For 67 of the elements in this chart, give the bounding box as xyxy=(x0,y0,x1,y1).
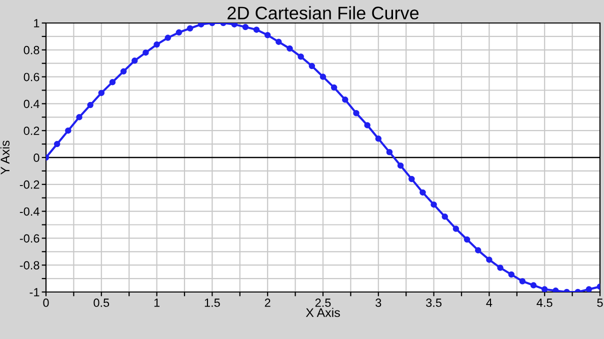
point xyxy=(186,25,194,32)
point xyxy=(286,45,293,52)
y-axis-title: Y Axis xyxy=(0,140,10,174)
x-tick-label: 2 xyxy=(264,298,270,307)
y-tick-label: -0.2 xyxy=(20,180,40,189)
point xyxy=(330,84,338,91)
point xyxy=(342,96,348,103)
point xyxy=(397,162,404,169)
point xyxy=(464,236,470,243)
point xyxy=(76,114,82,120)
point xyxy=(154,41,160,48)
y-tick-label: -1 xyxy=(30,288,40,296)
point xyxy=(519,278,526,284)
point xyxy=(242,24,249,30)
x-tick-label: 3.5 xyxy=(426,298,442,307)
point xyxy=(497,264,504,271)
x-tick-label: 0.5 xyxy=(94,298,110,307)
point xyxy=(420,189,426,196)
point xyxy=(65,127,72,134)
point xyxy=(508,271,514,278)
x-tick-label: 3 xyxy=(376,298,382,307)
point xyxy=(530,282,537,288)
x-tick-label: 1 xyxy=(154,298,160,307)
point xyxy=(430,201,437,208)
point xyxy=(264,32,271,38)
point xyxy=(364,122,370,128)
x-axis-title: X Axis xyxy=(306,308,340,318)
point xyxy=(474,247,482,254)
y-tick-label: 1 xyxy=(34,19,40,28)
point xyxy=(132,58,138,64)
point xyxy=(54,140,60,148)
point xyxy=(386,148,393,156)
point xyxy=(486,256,492,263)
point xyxy=(176,29,182,36)
y-tick-label: 0 xyxy=(34,154,40,162)
point xyxy=(164,34,172,41)
x-tick-label: 1.5 xyxy=(204,298,220,307)
point xyxy=(308,62,316,70)
point xyxy=(298,54,304,60)
y-tick-label: -0.8 xyxy=(20,261,40,270)
point xyxy=(142,49,149,56)
point xyxy=(120,68,127,75)
x-tick-label: 2.5 xyxy=(315,298,331,307)
chart-title: 2D Cartesian File Curve xyxy=(228,6,419,20)
point xyxy=(541,286,548,292)
point xyxy=(452,226,460,232)
x-tick-label: 0 xyxy=(43,298,49,307)
point xyxy=(109,79,116,86)
x-tick-label: 5 xyxy=(597,298,603,307)
y-tick-label: 0.2 xyxy=(24,126,40,135)
y-tick-label: 0.8 xyxy=(24,46,40,54)
x-tick-label: 4 xyxy=(486,298,492,307)
point xyxy=(98,90,105,96)
point xyxy=(253,26,260,33)
point xyxy=(586,286,592,292)
x-tick-label: 4.5 xyxy=(536,298,552,307)
point xyxy=(408,176,415,182)
y-tick-label: 0.6 xyxy=(24,72,40,82)
y-tick-label: -0.6 xyxy=(20,234,40,243)
point xyxy=(320,74,326,80)
point xyxy=(442,214,448,220)
point xyxy=(375,136,382,142)
point xyxy=(276,38,282,45)
point xyxy=(353,110,360,116)
point xyxy=(87,102,94,108)
y-tick-label: 0.4 xyxy=(24,100,40,108)
y-tick-label: -0.4 xyxy=(20,207,40,216)
